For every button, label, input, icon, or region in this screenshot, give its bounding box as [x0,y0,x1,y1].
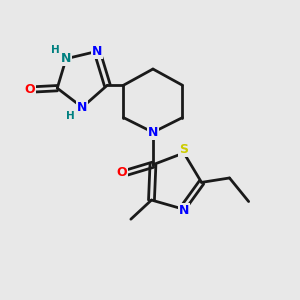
Text: O: O [117,166,127,178]
Text: N: N [148,126,158,139]
Text: H: H [65,110,74,121]
Text: N: N [77,101,88,114]
Text: S: S [179,143,188,157]
Text: O: O [24,83,34,96]
Text: N: N [61,52,71,65]
Text: H: H [50,45,59,55]
Text: N: N [179,204,189,217]
Text: N: N [92,45,102,58]
